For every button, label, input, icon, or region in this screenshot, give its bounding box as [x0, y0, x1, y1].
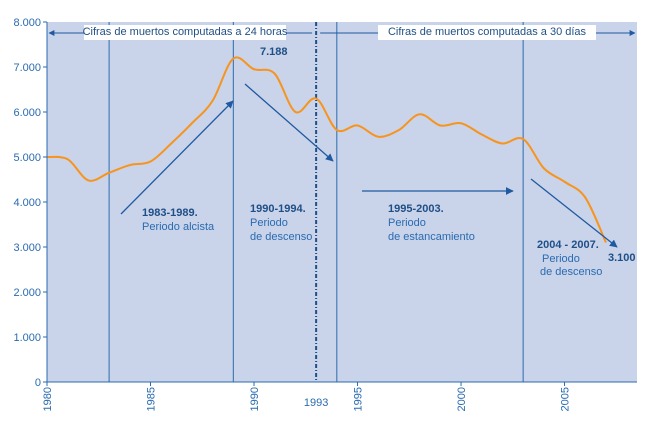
banner-left-label: Cifras de muertos computadas a 24 horas: [83, 26, 288, 38]
banner-right-label: Cifras de muertos computadas a 30 días: [388, 26, 587, 38]
x-axis-ticks: 1980 1985 1990 1995 2000 2005 1993: [42, 382, 572, 411]
series-line: [46, 56, 607, 243]
period4-line2: de descenso: [540, 266, 602, 278]
x-tick-label-1993: 1993: [304, 397, 328, 409]
trend-arrow-2004-2007: [530, 178, 618, 248]
period3-line2: de estancamiento: [388, 231, 475, 243]
x-tick-label: 2000: [456, 387, 468, 411]
y-tick-label: 1.000: [13, 332, 41, 344]
banner-right-box: [378, 25, 596, 40]
period3-title: 1995-2003.: [388, 203, 444, 215]
trend-arrow-1983-1989: [120, 100, 234, 215]
end-value-label: 3.100: [608, 252, 636, 264]
x-tick-label: 1980: [42, 387, 54, 411]
period2-line2: de descenso: [250, 231, 312, 243]
x-tick-label: 2005: [560, 387, 572, 411]
period2-line1: Periodo: [250, 217, 288, 229]
y-tick-label: 4.000: [13, 197, 41, 209]
y-tick-label: 6.000: [13, 107, 41, 119]
y-tick-label: 2.000: [13, 287, 41, 299]
y-tick-label: 8.000: [13, 17, 41, 29]
period4-title: 2004 - 2007.: [537, 239, 599, 251]
y-tick-label: 3.000: [13, 242, 41, 254]
banner-left-box: [84, 25, 286, 40]
x-tick-label: 1985: [146, 387, 158, 411]
banner-layer: [48, 25, 636, 40]
y-axis-ticks: 0 1.000 2.000 3.000 4.000 5.000 6.000 7.000 8.00…: [13, 17, 47, 389]
plot-area: [47, 22, 637, 382]
peak-value-label: 7.188: [260, 46, 288, 58]
period1-desc: Periodo alcista: [142, 221, 215, 233]
period4-line1: Periodo: [542, 253, 580, 265]
trend-arrow-1990-1994: [244, 83, 334, 162]
x-tick-label: 1990: [249, 387, 261, 411]
y-tick-label: 5.000: [13, 152, 41, 164]
period3-line1: Periodo: [388, 217, 426, 229]
trend-arrows: [120, 83, 618, 248]
period2-title: 1990-1994.: [250, 203, 306, 215]
y-tick-label: 0: [35, 377, 41, 389]
period1-title: 1983-1989.: [142, 207, 198, 219]
x-tick-label: 1995: [353, 387, 365, 411]
y-tick-label: 7.000: [13, 62, 41, 74]
period-dividers: [108, 22, 524, 382]
